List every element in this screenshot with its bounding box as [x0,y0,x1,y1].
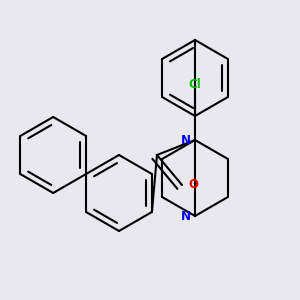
Text: Cl: Cl [189,78,201,91]
Text: N: N [181,209,191,223]
Text: O: O [188,178,198,191]
Text: N: N [181,134,191,146]
